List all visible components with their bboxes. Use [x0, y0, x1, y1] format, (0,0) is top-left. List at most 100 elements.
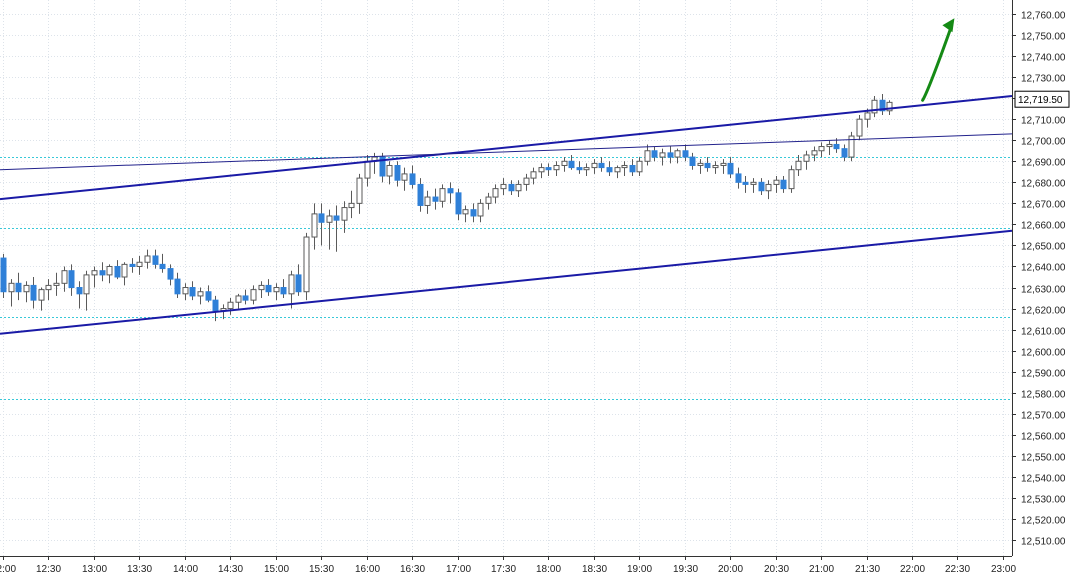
x-tick-label: 18:00: [536, 564, 561, 575]
candle-down: [333, 215, 340, 221]
candle-up: [561, 160, 568, 166]
candle-up: [273, 287, 280, 293]
candle-down: [15, 282, 22, 293]
candle-down: [508, 183, 515, 192]
candle-up: [720, 162, 727, 166]
x-tick-label: 23:00: [991, 564, 1016, 575]
candle-up: [765, 183, 772, 192]
y-tick-label: 12,660.00: [1021, 221, 1066, 232]
candle-down: [879, 99, 886, 112]
candle-up: [826, 143, 833, 148]
candle-down: [598, 162, 605, 169]
candle-up: [235, 295, 242, 303]
candle-up: [848, 135, 855, 158]
last-price-box: [1014, 90, 1070, 108]
arrow-shaft: [921, 24, 953, 102]
candle-up: [348, 202, 355, 209]
last-price-label: 12,719.50: [1018, 95, 1063, 106]
candle-up: [788, 169, 795, 190]
x-axis-tick-labels: 12:00 12:30 13:00 13:30 14:00 14:30 15:00 15:30…: [0, 564, 1016, 575]
candle-up: [23, 284, 30, 293]
arrow-head: [942, 18, 955, 33]
y-tick-label: 12,570.00: [1021, 411, 1066, 422]
candle-up: [439, 188, 446, 202]
candle-up: [61, 270, 68, 284]
y-tick-label: 12,630.00: [1021, 285, 1066, 296]
x-tick-label: 12:30: [36, 564, 61, 575]
candle-down: [742, 181, 749, 185]
x-tick-label: 22:00: [900, 564, 925, 575]
candle-down: [114, 265, 121, 278]
candle-down: [318, 213, 325, 223]
candle-down: [394, 164, 401, 181]
y-tick-label: 12,600.00: [1021, 348, 1066, 359]
y-tick-label: 12,610.00: [1021, 327, 1066, 338]
candle-down: [212, 299, 219, 312]
candle-down: [0, 257, 7, 293]
y-tick-label: 12,640.00: [1021, 263, 1066, 274]
candle-down: [30, 284, 37, 301]
x-tick-label: 21:30: [855, 564, 880, 575]
candle-down: [167, 268, 174, 280]
candle-up: [856, 118, 863, 137]
candle-up: [197, 291, 204, 297]
candle-up: [288, 274, 295, 295]
candle-down: [409, 173, 416, 185]
candle-down: [447, 188, 454, 194]
y-tick-label: 12,510.00: [1021, 537, 1066, 548]
x-tick-label: 12:00: [0, 564, 16, 575]
candle-up: [712, 164, 719, 169]
x-tick-label: 19:00: [627, 564, 652, 575]
candle-down: [129, 263, 136, 267]
candle-up: [258, 284, 265, 291]
x-tick-label: 16:30: [400, 564, 425, 575]
grid-lines: [0, 0, 1012, 556]
candle-up: [136, 261, 143, 267]
x-tick-label: 16:00: [355, 564, 380, 575]
candle-down: [727, 162, 734, 175]
trendline-thin-line: [0, 133, 1013, 171]
y-axis-tick-labels: 12,510.00 12,520.00 12,530.00 12,540.00 12,5…: [1021, 11, 1066, 548]
x-tick-label: 14:30: [218, 564, 243, 575]
candle-down: [780, 179, 787, 190]
y-tick-label: 12,540.00: [1021, 474, 1066, 485]
x-tick-label: 20:30: [764, 564, 789, 575]
candle-up: [91, 270, 98, 276]
candle-up: [311, 213, 318, 238]
candle-up: [500, 183, 507, 190]
candle-down: [682, 150, 689, 158]
candle-up: [424, 196, 431, 206]
candle-up: [83, 274, 90, 295]
candle-down: [470, 209, 477, 217]
candle-up: [636, 160, 643, 173]
y-tick-label: 12,580.00: [1021, 390, 1066, 401]
candle-down: [159, 263, 166, 270]
candle-up: [341, 207, 348, 221]
candle-up: [614, 167, 621, 173]
candle-up: [583, 167, 590, 171]
candle-down: [651, 150, 658, 158]
candle-down: [689, 156, 696, 166]
trendline-channel-lower: [0, 229, 1013, 335]
x-tick-label: 14:00: [173, 564, 198, 575]
candle-down: [265, 284, 272, 293]
candle-down: [205, 291, 212, 301]
candle-up: [303, 236, 310, 293]
x-tick-label: 19:30: [673, 564, 698, 575]
candle-up: [477, 202, 484, 217]
candle-down: [242, 295, 249, 301]
y-tick-label: 12,680.00: [1021, 179, 1066, 190]
x-tick-label: 18:30: [582, 564, 607, 575]
candles: [0, 93, 893, 322]
last-price-marker: 12,719.50: [1014, 90, 1070, 108]
candle-up: [871, 99, 878, 114]
candle-up: [45, 284, 52, 291]
candle-up: [795, 160, 802, 171]
axes: [0, 0, 1016, 560]
candle-down: [174, 278, 181, 295]
candle-up: [492, 188, 499, 198]
candle-up: [818, 146, 825, 152]
x-tick-label: 17:00: [446, 564, 471, 575]
